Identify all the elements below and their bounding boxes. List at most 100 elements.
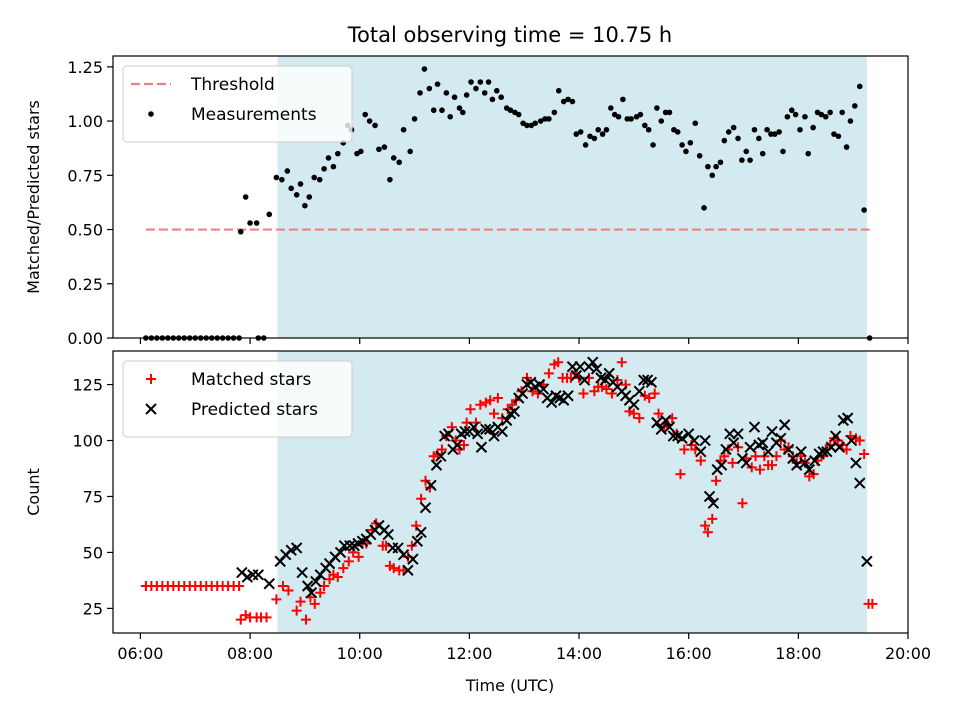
data-point bbox=[527, 386, 538, 397]
data-point bbox=[344, 540, 356, 552]
data-point bbox=[747, 157, 753, 163]
data-point bbox=[620, 96, 626, 103]
x-tick-label: 16:00 bbox=[666, 644, 712, 663]
data-point bbox=[787, 452, 799, 465]
data-point bbox=[411, 520, 422, 531]
data-point bbox=[784, 113, 791, 120]
data-point bbox=[687, 139, 694, 146]
data-point bbox=[325, 155, 332, 161]
data-point bbox=[715, 459, 728, 471]
data-point bbox=[702, 527, 713, 538]
data-point bbox=[644, 393, 655, 403]
data-point bbox=[271, 594, 282, 605]
data-point bbox=[829, 430, 842, 442]
data-point bbox=[532, 120, 538, 127]
data-point bbox=[426, 85, 433, 92]
data-point bbox=[493, 87, 500, 94]
data-point bbox=[283, 585, 294, 596]
data-point bbox=[390, 155, 397, 161]
bottom-panel: 25 50 75 100 125 06:00 08:00 10:00 12:00 14:00 16:… bbox=[24, 350, 931, 663]
data-point bbox=[480, 397, 491, 408]
data-point bbox=[295, 596, 306, 607]
data-point bbox=[850, 457, 862, 469]
y-tick-label: 0.25 bbox=[67, 275, 103, 294]
data-point bbox=[843, 144, 850, 150]
data-point bbox=[310, 575, 322, 588]
data-point bbox=[435, 450, 447, 462]
data-point bbox=[301, 580, 314, 592]
data-point bbox=[737, 498, 748, 509]
data-point bbox=[659, 414, 672, 427]
data-point bbox=[560, 98, 567, 105]
data-point bbox=[577, 129, 584, 135]
data-point bbox=[683, 148, 689, 155]
data-point bbox=[573, 131, 580, 137]
data-point bbox=[485, 395, 496, 406]
data-point bbox=[266, 211, 273, 218]
data-point bbox=[776, 129, 782, 135]
data-point bbox=[835, 133, 842, 140]
data-point bbox=[463, 92, 470, 98]
data-point bbox=[754, 464, 765, 475]
data-point bbox=[603, 367, 615, 380]
data-point bbox=[854, 435, 865, 446]
data-point bbox=[343, 556, 354, 567]
data-point bbox=[537, 118, 544, 124]
x-tick-label: 10:00 bbox=[337, 644, 383, 663]
legend-label: Threshold bbox=[190, 75, 275, 95]
data-point bbox=[854, 477, 866, 489]
data-point bbox=[305, 587, 318, 599]
data-point bbox=[679, 444, 690, 455]
data-point bbox=[235, 614, 246, 625]
data-point bbox=[759, 150, 766, 157]
data-point bbox=[767, 460, 778, 471]
data-point bbox=[284, 168, 291, 174]
data-point bbox=[692, 120, 699, 127]
data-point bbox=[739, 157, 745, 163]
data-point bbox=[695, 455, 706, 466]
data-point bbox=[542, 116, 548, 122]
data-point bbox=[543, 368, 554, 379]
data-point bbox=[460, 109, 466, 116]
data-point bbox=[667, 430, 680, 442]
data-point bbox=[743, 148, 750, 155]
data-point bbox=[372, 122, 378, 129]
y-tick-label: 25 bbox=[83, 599, 103, 618]
y-tick-label: 0.50 bbox=[67, 221, 103, 240]
data-point bbox=[434, 81, 441, 87]
data-point bbox=[699, 434, 711, 447]
data-point bbox=[839, 109, 846, 116]
data-point bbox=[421, 66, 428, 72]
data-point bbox=[624, 116, 631, 122]
data-point bbox=[300, 614, 311, 625]
data-point bbox=[822, 113, 829, 120]
data-point bbox=[802, 113, 808, 120]
data-point bbox=[750, 451, 761, 462]
y-axis-label: Matched/Predicted stars bbox=[24, 100, 43, 294]
data-point bbox=[701, 205, 707, 211]
legend-label: Measurements bbox=[191, 105, 317, 125]
y-tick-label: 0.00 bbox=[67, 329, 103, 348]
data-point bbox=[297, 181, 304, 187]
x-tick-label: 06:00 bbox=[117, 644, 163, 663]
data-point bbox=[480, 423, 492, 436]
data-point bbox=[582, 142, 589, 148]
data-point bbox=[415, 526, 427, 538]
data-point bbox=[253, 220, 260, 226]
data-point bbox=[516, 387, 529, 400]
data-point bbox=[288, 185, 294, 192]
data-point bbox=[302, 202, 308, 209]
data-point bbox=[508, 405, 521, 418]
data-point bbox=[735, 135, 741, 142]
data-point bbox=[650, 142, 656, 148]
data-point bbox=[642, 122, 648, 129]
legend-swatch bbox=[148, 111, 154, 117]
data-point bbox=[498, 94, 504, 101]
y-tick-label: 0.75 bbox=[67, 166, 103, 185]
legend-label: Predicted stars bbox=[191, 400, 318, 420]
data-point bbox=[603, 126, 610, 133]
data-point bbox=[334, 546, 347, 559]
data-point bbox=[481, 90, 488, 96]
data-point bbox=[795, 446, 807, 458]
data-point bbox=[376, 146, 382, 153]
